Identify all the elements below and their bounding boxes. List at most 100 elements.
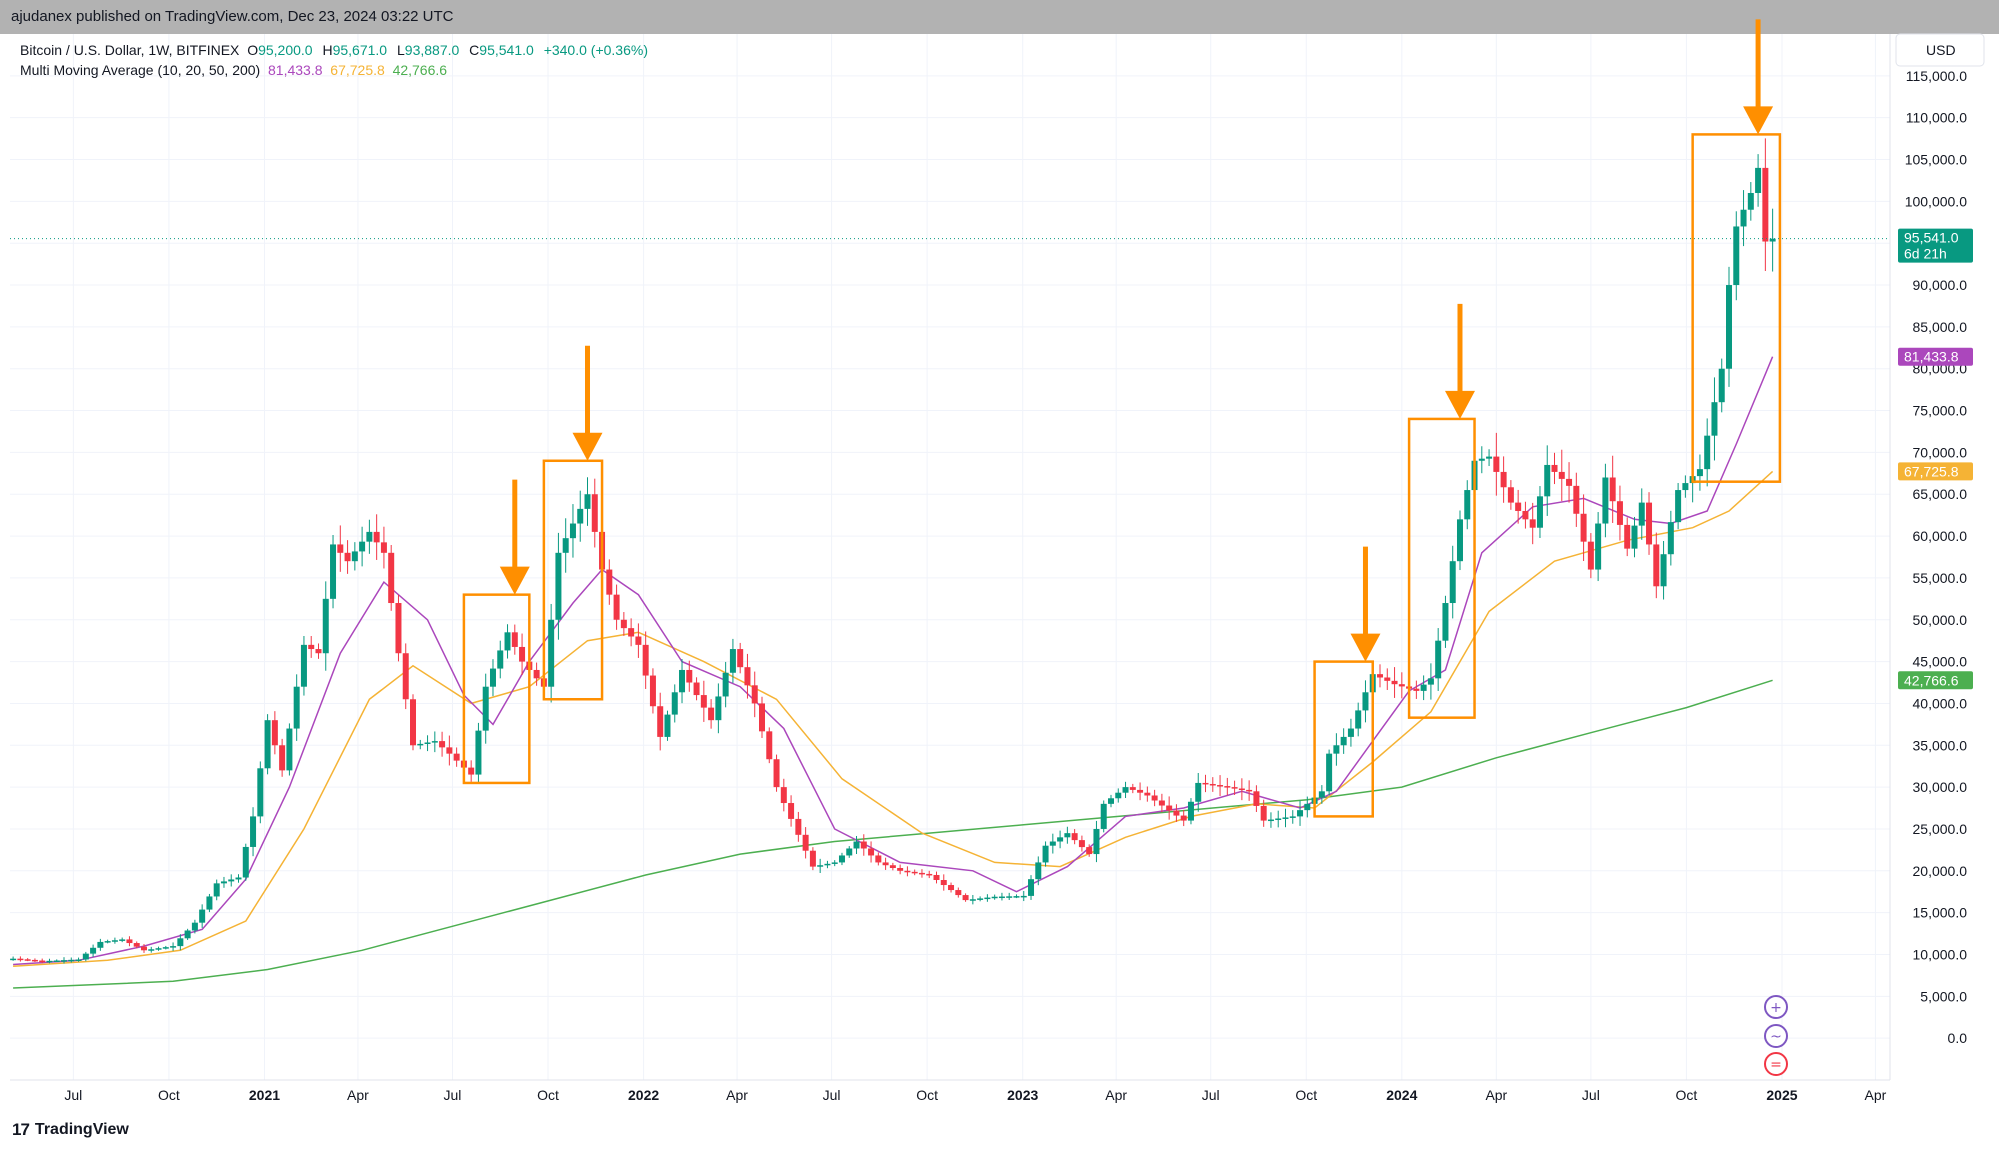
candle-down (1202, 782, 1209, 785)
price-tick-label: 5,000.0 (1920, 988, 1967, 1004)
price-tick-label: 25,000.0 (1913, 821, 1968, 837)
candle-up (1442, 603, 1449, 641)
time-axis[interactable]: Jul Oct 2021 Apr Jul Oct 2022 Apr Jul Oct 2023 Apr J… (10, 1079, 1890, 1103)
annotation-box (462, 593, 531, 785)
candle-down (1260, 805, 1267, 821)
candle-down (860, 841, 867, 849)
symbol-row: Bitcoin / U.S. Dollar, 1W, BITFINEX O95,… (20, 40, 654, 60)
ma-row: Multi Moving Average (10, 20, 50, 200) 8… (20, 60, 654, 80)
candle-down (897, 868, 904, 871)
candle-down (1158, 800, 1165, 806)
candle-down (606, 569, 613, 595)
flag-icon[interactable] (1764, 1052, 1788, 1076)
candle-down (1217, 785, 1224, 787)
candle-down (1551, 464, 1558, 472)
time-tick-label: Jul (64, 1087, 82, 1103)
price-tick-label: 100,000.0 (1905, 193, 1967, 209)
candle-up (184, 930, 191, 939)
candle-up (1326, 753, 1333, 792)
time-tick-label: Oct (1676, 1087, 1698, 1103)
candle-up (1297, 810, 1304, 817)
price-tick-label: 20,000.0 (1913, 863, 1968, 879)
candle-up (475, 730, 482, 775)
candle-down (708, 707, 715, 721)
price-tick-label: 110,000.0 (1906, 110, 1967, 126)
candle-up (489, 668, 496, 687)
ma20-line (13, 470, 1774, 967)
candle-up (722, 672, 729, 697)
annotation-arrow-head (1444, 390, 1475, 419)
candle-down (395, 603, 402, 654)
candle-up (679, 669, 686, 693)
candle-down (279, 745, 286, 771)
candle-up (729, 649, 736, 673)
price-axis[interactable]: USD 0.0 5,000.0 10,000.0 15,000.0 20,000.0 25,… (1889, 33, 1999, 1080)
candle-down (1493, 456, 1500, 472)
candle-down (1377, 674, 1384, 678)
candle-down (402, 653, 409, 700)
candle-down (1391, 680, 1398, 685)
candle-down (795, 818, 802, 835)
price-tag-label-2: 67,725.8 (1904, 463, 1959, 479)
candle-up (53, 960, 60, 963)
candle-down (1558, 471, 1565, 479)
publisher-bar: ajudanex published on TradingView.com, D… (0, 0, 1999, 34)
price-tick-label: 30,000.0 (1913, 779, 1968, 795)
candle-down (1224, 786, 1231, 788)
candle-up (1347, 728, 1354, 737)
candle-down (1522, 510, 1529, 520)
candle-down (315, 649, 322, 654)
candle-up (1304, 803, 1311, 811)
candle-down (519, 646, 526, 662)
candle-down (926, 873, 933, 876)
candle-down (133, 943, 140, 947)
candle-up (1362, 692, 1369, 711)
symbol-name: Bitcoin / U.S. Dollar, 1W, BITFINEX (20, 42, 240, 58)
sparkle-icon[interactable] (1764, 995, 1788, 1019)
candle-up (1333, 745, 1340, 754)
candle-up (1638, 502, 1645, 526)
low-value: 93,887.0 (404, 42, 460, 58)
close-label: C (469, 42, 480, 58)
candle-up (831, 862, 838, 864)
candle-up (1267, 819, 1274, 822)
candle-down (875, 855, 882, 863)
candle-down (613, 594, 620, 620)
time-tick-label: Apr (1865, 1087, 1887, 1103)
candle-up (1449, 561, 1456, 604)
candle-down (657, 706, 664, 737)
tradingview-footer[interactable]: 17 TradingView (12, 1120, 129, 1140)
candle-down (700, 695, 707, 708)
price-tag-label-1: 81,433.8 (1904, 349, 1959, 365)
candle-up (569, 523, 576, 539)
lightning-icon[interactable] (1764, 1024, 1788, 1048)
close-value: 95,541.0 (479, 42, 534, 58)
price-tag-3 (1898, 671, 1973, 690)
candle-up (1122, 787, 1129, 793)
candle-up (111, 940, 118, 942)
side-icons[interactable]: + ~ = (1764, 995, 1788, 1076)
candle-up (1049, 841, 1056, 846)
candle-up (1733, 226, 1740, 286)
candle-up (1355, 710, 1362, 729)
candle-down (1078, 840, 1085, 848)
candle-down (308, 644, 315, 650)
candle-up (1187, 801, 1194, 821)
price-axis-bg (1890, 34, 1999, 1080)
candle-up (46, 960, 53, 963)
candle-up (359, 541, 366, 552)
currency-label: USD (1926, 42, 1956, 58)
candle-down (802, 834, 809, 851)
candle-up (1427, 678, 1434, 685)
candle-down (780, 787, 787, 804)
candle-up (1602, 477, 1609, 524)
candle-down (868, 848, 875, 856)
candle-down (271, 720, 278, 746)
high-value: 95,671.0 (332, 42, 388, 58)
candle-up (991, 896, 998, 899)
time-tick-label: 2024 (1386, 1087, 1417, 1103)
candle-up (10, 958, 17, 961)
candle-up (1660, 554, 1667, 587)
candle-up (286, 728, 293, 771)
